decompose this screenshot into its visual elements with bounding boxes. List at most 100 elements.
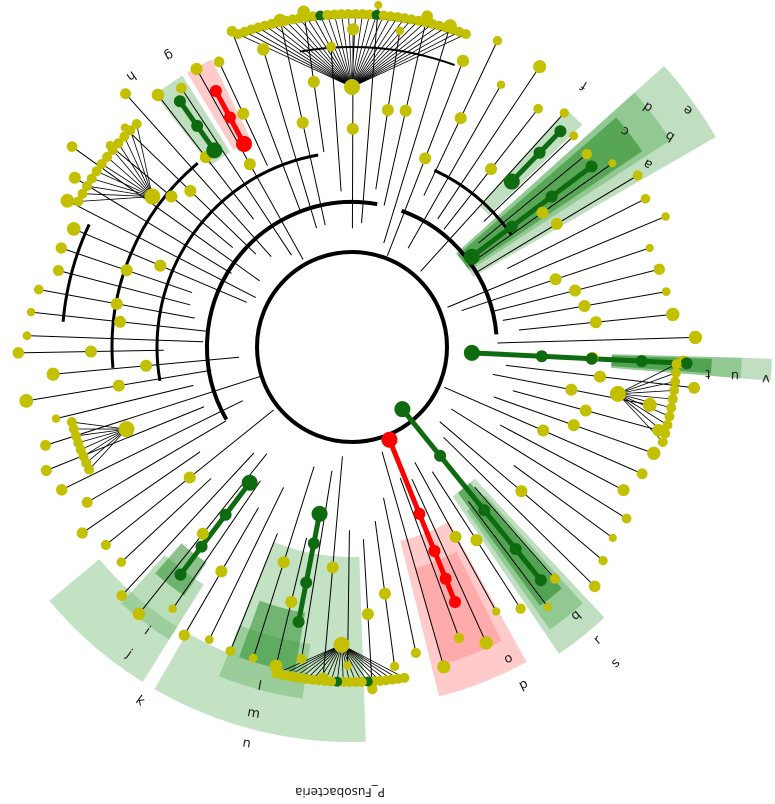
node-leaf — [479, 636, 493, 650]
branch-abcde-node — [585, 160, 598, 173]
fan-bottom-leaf — [271, 668, 282, 679]
node-internal — [215, 565, 228, 578]
edge — [443, 436, 596, 587]
node-leaf — [81, 496, 93, 508]
edge — [506, 198, 646, 270]
node-leaf — [661, 287, 671, 296]
sector-n — [154, 632, 229, 714]
branch-qrs-edge — [482, 508, 518, 551]
node-leaf — [296, 653, 307, 664]
fan-upper-left-edge — [78, 196, 153, 202]
clade-label-f: f — [578, 77, 590, 92]
fan-upper-left-leaf — [119, 131, 130, 142]
clade-label-r: r — [591, 632, 605, 647]
node-leaf — [492, 607, 501, 616]
fan-top-edge — [264, 25, 353, 88]
node-leaf — [588, 580, 601, 593]
fan-upper-left-edge — [101, 163, 153, 197]
fan-top-edge — [237, 33, 353, 88]
ring-phylum-a — [205, 200, 378, 421]
fan-upper-left-edge — [129, 130, 153, 197]
edge — [478, 153, 588, 244]
branch-ijk-edge — [199, 513, 228, 549]
edge — [46, 406, 205, 471]
node-internal — [196, 527, 209, 540]
clade-label-n: n — [241, 735, 252, 751]
fan-right-hub — [609, 385, 626, 402]
edge — [45, 375, 262, 446]
fan-bottom-edge — [341, 644, 387, 681]
branch-lmn-node — [292, 615, 305, 628]
node-leaf — [66, 222, 81, 236]
branch-op-node — [381, 431, 398, 448]
fan-lower-left-edge — [78, 428, 127, 444]
node-internal — [165, 190, 178, 203]
fan-top-edge — [351, 14, 363, 88]
fan-top-edge — [326, 14, 353, 88]
edge — [67, 200, 256, 298]
fan-bottom-edge — [288, 644, 342, 677]
node-internal — [470, 534, 483, 547]
fan-right-leaf — [670, 367, 681, 378]
branch-h-node — [206, 142, 223, 159]
fan-top-edge — [285, 20, 353, 88]
node-internal — [154, 259, 167, 272]
branch-qrs-node — [534, 574, 547, 587]
node-leaf — [496, 80, 506, 89]
tree-nodes — [12, 0, 703, 695]
ring-class-a — [155, 153, 319, 382]
node-internal — [536, 206, 549, 219]
node-internal — [381, 104, 394, 117]
fan-upper-left-edge — [123, 136, 153, 197]
node-leaf — [666, 307, 680, 322]
root-node — [350, 345, 354, 349]
fan-upper-left-leaf — [107, 145, 118, 156]
fan-right-edge — [617, 372, 677, 395]
node-leaf — [647, 446, 661, 460]
node-leaf — [55, 242, 67, 254]
sector-k — [49, 559, 178, 682]
edge — [467, 501, 549, 608]
node-leaf — [367, 683, 378, 695]
node-leaf — [100, 539, 111, 550]
fan-right-leaf — [662, 420, 673, 431]
fan-upper-left-leaf — [131, 119, 142, 130]
node-leaf — [389, 661, 400, 672]
node-leaf — [132, 607, 146, 621]
node-leaf — [559, 108, 569, 118]
clade-label-s: s — [608, 655, 623, 671]
node-leaf — [395, 26, 405, 36]
edge — [381, 451, 445, 668]
node-internal — [515, 485, 528, 498]
node-internal — [593, 370, 606, 383]
fan-upper-left-leaf — [102, 151, 113, 162]
sector-l — [239, 600, 306, 672]
edge — [383, 497, 417, 654]
fan-upper-left-edge — [96, 170, 153, 197]
edge — [82, 451, 201, 534]
node-internal — [361, 608, 374, 621]
fan-top-edge — [306, 16, 353, 88]
ring-kingdom — [255, 250, 449, 444]
node-internal — [378, 587, 391, 600]
node-leaf — [225, 645, 236, 656]
fan-upper-left-leaf — [82, 181, 93, 192]
node-leaf — [543, 602, 553, 612]
branch-g-node — [223, 111, 236, 124]
fan-top-edge — [351, 14, 370, 88]
node-leaf — [204, 635, 214, 644]
branch-op-node — [439, 572, 452, 585]
branch-qrs-node — [478, 504, 491, 517]
fan-bottom-edge — [341, 644, 393, 680]
fan-top-edge — [351, 27, 447, 88]
fan-bottom-edge — [300, 644, 342, 679]
edge — [330, 46, 342, 192]
fan-upper-left-leaf — [113, 138, 124, 149]
fan-top-edge — [351, 23, 433, 88]
ring-family-b — [299, 46, 455, 67]
node-internal — [549, 273, 562, 286]
branch-abcde-node — [505, 220, 518, 233]
fan-top-leaf — [350, 9, 361, 20]
branch-tuv-edge — [541, 353, 592, 362]
fan-bottom-edge — [276, 644, 342, 674]
